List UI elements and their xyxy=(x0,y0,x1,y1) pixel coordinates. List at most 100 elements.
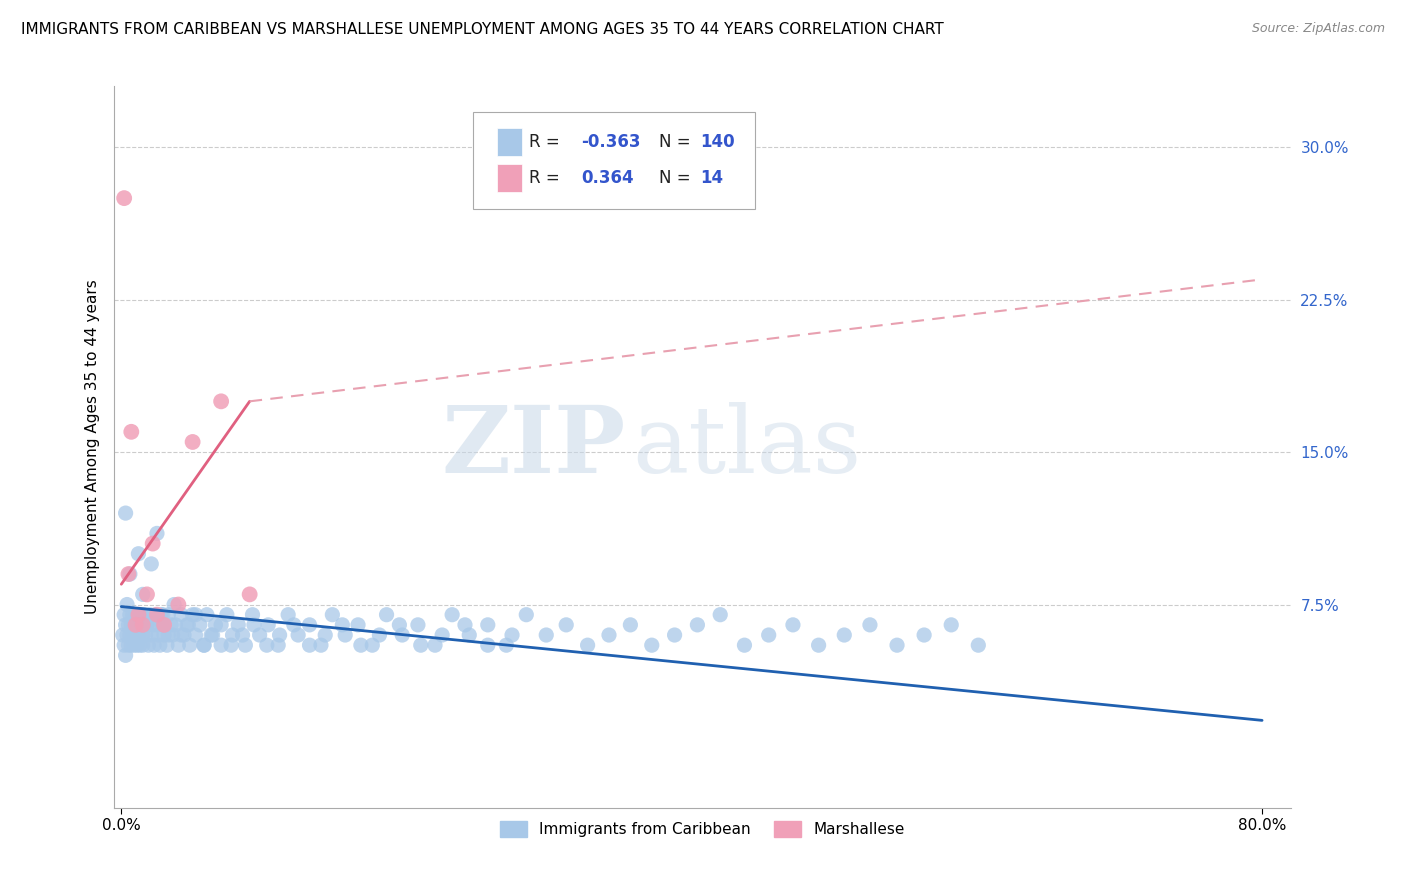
Point xyxy=(146,618,169,632)
Point xyxy=(177,618,200,632)
Point xyxy=(782,618,804,632)
Point xyxy=(347,618,370,632)
Point xyxy=(193,638,215,652)
Point xyxy=(219,638,242,652)
Point xyxy=(184,607,207,622)
Point xyxy=(167,638,190,652)
Point xyxy=(733,638,755,652)
Point xyxy=(368,628,391,642)
Point xyxy=(283,618,305,632)
Point xyxy=(242,607,264,622)
Point xyxy=(156,638,179,652)
Point xyxy=(256,638,278,652)
Point xyxy=(406,618,429,632)
Point xyxy=(859,618,882,632)
Point xyxy=(139,607,162,622)
Point xyxy=(335,628,357,642)
Point xyxy=(641,638,664,652)
Point xyxy=(120,638,142,652)
Point xyxy=(112,191,135,205)
Point xyxy=(142,618,165,632)
Point xyxy=(122,638,145,652)
Point xyxy=(361,638,384,652)
Point xyxy=(128,638,150,652)
Point xyxy=(941,618,963,632)
Point xyxy=(143,638,166,652)
Point xyxy=(142,536,165,550)
Point xyxy=(162,628,184,642)
Point xyxy=(195,607,218,622)
Point xyxy=(209,638,232,652)
Legend: Immigrants from Caribbean, Marshallese: Immigrants from Caribbean, Marshallese xyxy=(494,815,911,844)
Point xyxy=(118,567,141,582)
Point xyxy=(170,607,193,622)
Point xyxy=(124,607,146,622)
Point xyxy=(152,607,174,622)
Point xyxy=(134,618,156,632)
Point xyxy=(131,638,153,652)
Point xyxy=(125,638,148,652)
Point xyxy=(160,618,183,632)
Point xyxy=(257,618,280,632)
Point xyxy=(117,618,139,632)
Point xyxy=(124,618,146,632)
Point xyxy=(134,607,156,622)
Point xyxy=(125,618,148,632)
Point xyxy=(148,628,170,642)
Point xyxy=(430,628,453,642)
Point xyxy=(886,638,908,652)
Point xyxy=(121,607,143,622)
Point xyxy=(179,638,201,652)
Point xyxy=(131,628,153,642)
Point xyxy=(115,628,138,642)
Point xyxy=(176,618,198,632)
Point xyxy=(204,618,226,632)
Point xyxy=(141,557,163,571)
Point xyxy=(120,425,142,439)
Point xyxy=(619,618,641,632)
Point xyxy=(330,618,353,632)
Point xyxy=(249,628,271,642)
Point xyxy=(173,628,195,642)
Point xyxy=(117,567,139,582)
Point xyxy=(495,638,517,652)
Text: N =: N = xyxy=(659,169,690,187)
Point xyxy=(167,598,190,612)
Point xyxy=(127,607,149,622)
Point xyxy=(157,628,180,642)
Point xyxy=(269,628,291,642)
Point xyxy=(501,628,523,642)
Point xyxy=(454,618,477,632)
Point xyxy=(515,607,537,622)
Text: -0.363: -0.363 xyxy=(581,133,641,151)
Point xyxy=(458,628,481,642)
Point xyxy=(298,618,321,632)
Text: N =: N = xyxy=(659,133,690,151)
Point xyxy=(127,628,149,642)
Point xyxy=(115,598,138,612)
Point xyxy=(709,607,731,622)
Point xyxy=(477,638,499,652)
Point xyxy=(149,638,172,652)
Text: R =: R = xyxy=(530,169,560,187)
Point xyxy=(181,607,204,622)
Y-axis label: Unemployment Among Ages 35 to 44 years: Unemployment Among Ages 35 to 44 years xyxy=(86,280,100,615)
Point xyxy=(153,618,176,632)
Point xyxy=(201,628,224,642)
Point xyxy=(114,648,136,663)
Point xyxy=(375,607,398,622)
Text: Source: ZipAtlas.com: Source: ZipAtlas.com xyxy=(1251,22,1385,36)
Point xyxy=(184,628,207,642)
Point xyxy=(388,618,411,632)
Point xyxy=(193,638,215,652)
Point xyxy=(122,618,145,632)
Point xyxy=(145,607,167,622)
Point xyxy=(967,638,990,652)
Point xyxy=(287,628,309,642)
Text: 0.364: 0.364 xyxy=(581,169,634,187)
Point xyxy=(231,628,253,642)
Text: R =: R = xyxy=(530,133,560,151)
Point xyxy=(239,587,262,601)
Point xyxy=(423,638,446,652)
Point xyxy=(146,526,169,541)
